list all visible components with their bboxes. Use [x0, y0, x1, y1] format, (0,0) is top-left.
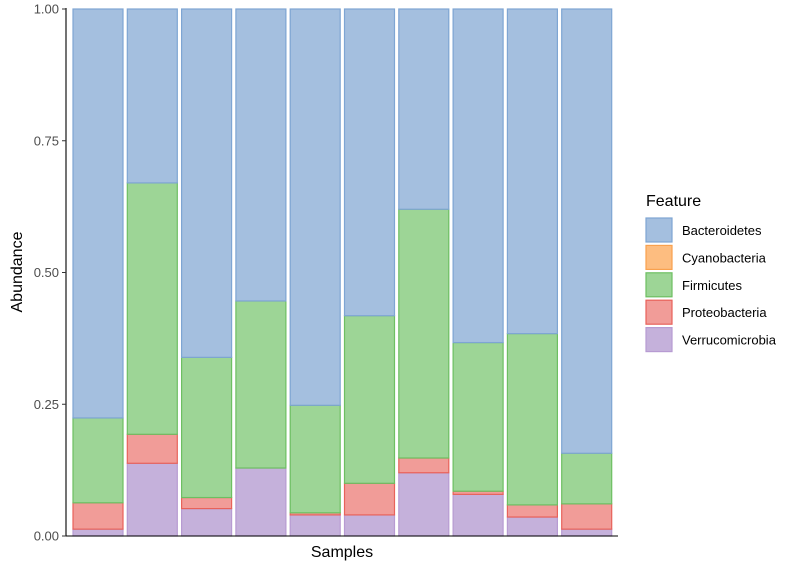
legend-key-firmicutes [645, 272, 673, 298]
bar-segment-proteobacteria-s2 [126, 433, 178, 464]
legend: Feature Bacteroidetes Cyanobacteria Firmic… [645, 193, 777, 353]
bar-segment-bacteroidetes-s4 [235, 8, 287, 302]
y-tick-label: 0.00 [34, 529, 59, 544]
bar-segment-firmicutes-s2 [126, 182, 178, 435]
bar-segment-proteobacteria-s6 [343, 482, 396, 516]
bar-segment-bacteroidetes-s10 [561, 8, 613, 454]
bar-segment-verrucomicrobia-s7 [398, 472, 450, 537]
bar-segment-proteobacteria-s7 [398, 457, 450, 474]
axes-layer: 0.00 0.25 0.50 0.75 1.00 [34, 2, 618, 544]
legend-label-verrucomicrobia: Verrucomicrobia [682, 333, 777, 348]
bar-segment-firmicutes-s9 [506, 333, 558, 506]
bar-segment-firmicutes-s3 [181, 356, 233, 499]
bar-segment-firmicutes-s1 [72, 417, 124, 504]
legend-key-proteobacteria [645, 299, 673, 325]
bar-segment-verrucomicrobia-s8 [452, 493, 504, 537]
bar-segment-verrucomicrobia-s10 [561, 528, 613, 537]
legend-key-cyanobacteria [645, 244, 673, 270]
x-axis-title: Samples [311, 544, 373, 561]
bar-segment-proteobacteria-s3 [181, 496, 233, 510]
legend-label-cyanobacteria: Cyanobacteria [682, 250, 767, 265]
legend-title: Feature [646, 193, 701, 210]
bar-segment-firmicutes-s6 [343, 315, 396, 484]
bar-segment-firmicutes-s5 [289, 404, 341, 514]
bar-segment-proteobacteria-s9 [506, 504, 558, 518]
y-tick-label: 0.25 [34, 397, 59, 412]
y-tick-label: 0.50 [34, 265, 59, 280]
bar-segment-verrucomicrobia-s2 [126, 462, 178, 537]
legend-label-firmicutes: Firmicutes [682, 278, 742, 293]
bars-layer [72, 8, 613, 537]
bar-segment-bacteroidetes-s3 [181, 8, 233, 358]
bar-segment-bacteroidetes-s5 [289, 8, 341, 406]
bar-segment-verrucomicrobia-s3 [181, 508, 233, 537]
legend-label-proteobacteria: Proteobacteria [682, 305, 767, 320]
legend-label-bacteroidetes: Bacteroidetes [682, 223, 762, 238]
bar-segment-verrucomicrobia-s1 [72, 528, 124, 537]
bar-segment-bacteroidetes-s9 [506, 8, 558, 335]
bar-segment-firmicutes-s4 [235, 300, 287, 469]
bar-segment-firmicutes-s7 [398, 208, 450, 459]
legend-key-bacteroidetes [645, 217, 673, 243]
bar-segment-verrucomicrobia-s6 [343, 514, 396, 537]
bar-segment-verrucomicrobia-s4 [235, 467, 287, 537]
y-axis-title: Abundance [9, 231, 26, 312]
bar-segment-bacteroidetes-s2 [126, 8, 178, 184]
bar-segment-bacteroidetes-s7 [398, 8, 450, 210]
bar-segment-verrucomicrobia-s9 [506, 516, 558, 537]
bar-segment-bacteroidetes-s6 [343, 8, 396, 317]
bar-segment-verrucomicrobia-s5 [289, 514, 341, 537]
bar-segment-bacteroidetes-s8 [452, 8, 504, 344]
bar-segment-proteobacteria-s1 [72, 502, 124, 530]
y-tick-label: 1.00 [34, 2, 59, 17]
bar-segment-firmicutes-s8 [452, 341, 504, 492]
bar-segment-firmicutes-s10 [561, 452, 613, 505]
y-tick-label: 0.75 [34, 133, 59, 148]
bar-segment-bacteroidetes-s1 [72, 8, 124, 419]
bar-segment-proteobacteria-s10 [561, 503, 613, 530]
legend-key-verrucomicrobia [645, 327, 673, 353]
